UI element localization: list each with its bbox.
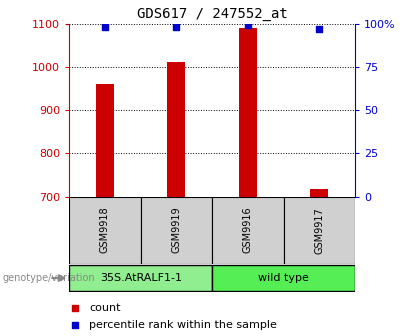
FancyBboxPatch shape [69,265,212,291]
Point [316,26,323,31]
FancyBboxPatch shape [141,197,212,264]
FancyBboxPatch shape [69,197,355,264]
FancyBboxPatch shape [284,197,355,264]
Text: genotype/variation: genotype/variation [2,273,95,283]
Bar [96,84,114,197]
Text: GSM9917: GSM9917 [314,207,324,254]
Text: 35S.AtRALF1-1: 35S.AtRALF1-1 [100,273,182,283]
Text: GSM9916: GSM9916 [243,207,253,253]
FancyBboxPatch shape [212,197,284,264]
Text: count: count [89,303,121,313]
FancyBboxPatch shape [212,265,355,291]
Point [102,24,108,30]
Text: GSM9918: GSM9918 [100,207,110,253]
Point [72,323,79,328]
FancyBboxPatch shape [69,197,141,264]
Bar [310,189,328,197]
Text: percentile rank within the sample: percentile rank within the sample [89,320,277,330]
Point [244,23,251,28]
Text: wild type: wild type [258,273,309,283]
Bar [168,61,185,197]
Bar [239,28,257,197]
Title: GDS617 / 247552_at: GDS617 / 247552_at [137,7,287,21]
Point [173,24,180,30]
Text: GSM9919: GSM9919 [171,207,181,253]
Point [72,306,79,311]
